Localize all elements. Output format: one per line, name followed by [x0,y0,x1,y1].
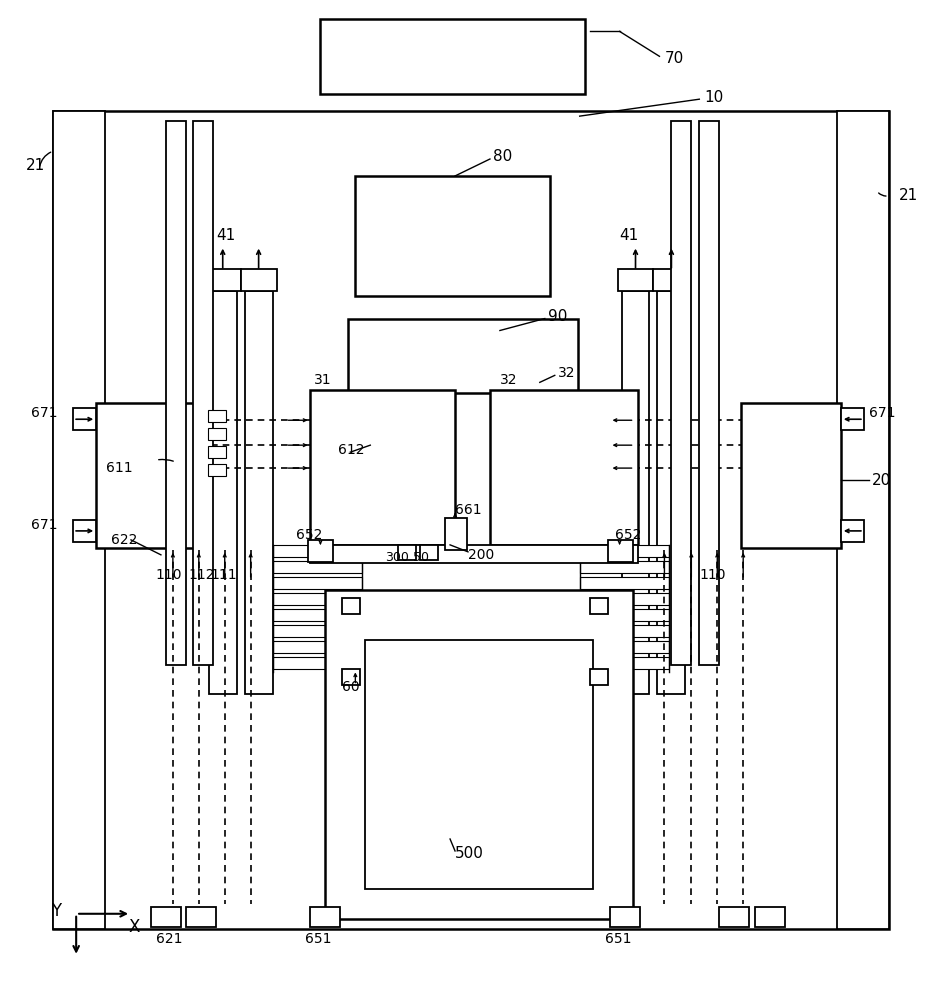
Text: 10: 10 [705,90,723,105]
Bar [755,907,785,927]
Bar [720,907,749,927]
Bar [618,269,654,291]
Bar [349,319,577,393]
Bar [208,446,226,458]
Bar [654,269,690,291]
Bar [398,545,416,560]
Bar [608,540,632,562]
Text: Y: Y [51,902,61,920]
Text: 21: 21 [899,188,918,203]
Bar [622,291,649,694]
Bar [579,609,670,621]
Bar [208,464,226,476]
Bar [272,625,363,637]
Text: 671: 671 [869,406,895,420]
Bar [658,291,686,694]
Bar [355,176,550,296]
Text: 80: 80 [493,149,512,164]
Text: 110: 110 [699,568,726,582]
Bar [186,907,216,927]
Bar [193,121,213,665]
Text: 32: 32 [500,373,517,387]
Text: 21: 21 [26,158,45,173]
Bar [311,545,638,563]
Bar [272,561,363,573]
Bar [325,590,632,919]
Bar [151,907,181,927]
Text: X: X [128,918,139,936]
Text: 200: 200 [468,548,495,562]
Text: 70: 70 [664,51,684,66]
Text: 671: 671 [31,518,57,532]
Bar [204,269,241,291]
Bar [308,540,333,562]
Bar [311,390,455,545]
Bar [590,669,608,685]
Bar [209,291,236,694]
Bar [54,111,106,929]
Text: 32: 32 [558,366,576,380]
Bar [96,403,211,548]
Bar [73,520,96,542]
Bar [590,598,608,614]
Bar [672,121,691,665]
Bar [208,410,226,422]
Bar [490,390,638,545]
Text: 300: 300 [385,551,409,564]
Bar [841,408,864,430]
Text: 111: 111 [211,568,237,582]
Text: 20: 20 [871,473,891,488]
Bar [272,545,363,557]
Bar [272,577,363,589]
Bar [579,577,670,589]
Bar [342,669,361,685]
Bar [579,657,670,669]
Text: 41: 41 [620,228,639,243]
Text: 652: 652 [296,528,322,542]
Bar [365,640,593,889]
Bar [272,609,363,621]
Bar [241,269,277,291]
Text: 500: 500 [455,846,484,861]
Text: 60: 60 [342,680,360,694]
Bar [741,403,841,548]
Bar [342,598,361,614]
Bar [272,657,363,669]
Text: 50: 50 [414,551,430,564]
Text: 112: 112 [188,568,216,582]
Text: 90: 90 [547,309,567,324]
Bar [272,641,363,653]
Bar [208,428,226,440]
Text: 652: 652 [614,528,641,542]
Text: 621: 621 [156,932,183,946]
Bar [836,111,888,929]
Bar [699,121,720,665]
Bar [73,408,96,430]
Text: 671: 671 [31,406,57,420]
Text: 622: 622 [111,533,138,547]
Text: 612: 612 [338,443,365,457]
Bar [841,520,864,542]
Bar [320,19,585,94]
Text: 31: 31 [314,373,331,387]
Bar [445,518,467,550]
Bar [166,121,186,665]
Bar [54,111,888,929]
Text: 651: 651 [605,932,631,946]
Bar [579,561,670,573]
Bar [579,641,670,653]
Text: 611: 611 [106,461,133,475]
Text: 110: 110 [156,568,183,582]
Bar [579,593,670,605]
Bar [579,625,670,637]
Bar [420,545,438,560]
Bar [311,907,340,927]
Bar [579,545,670,557]
Text: 41: 41 [216,228,235,243]
Bar [245,291,272,694]
Bar [609,907,640,927]
Text: 661: 661 [455,503,481,517]
Text: 651: 651 [305,932,332,946]
Bar [272,593,363,605]
